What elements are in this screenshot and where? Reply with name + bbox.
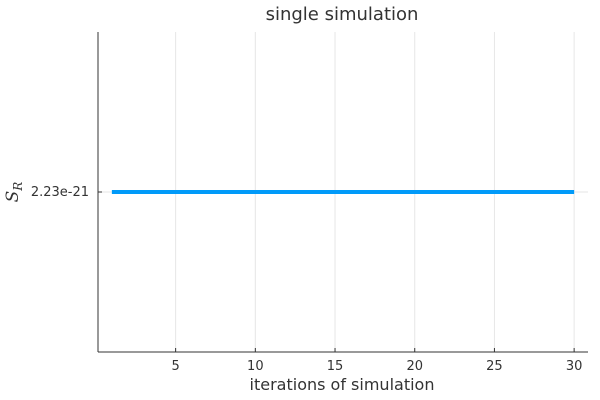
y-axis-label-main: S: [3, 191, 23, 203]
x-tick-label-15: 15: [327, 359, 344, 374]
chart-title: single simulation: [266, 4, 419, 25]
x-axis-label: iterations of simulation: [250, 375, 435, 394]
x-tick-label-30: 30: [566, 359, 583, 374]
y-axis-label: SR: [3, 182, 25, 203]
y-tick-label-0: 2.23e-21: [31, 185, 89, 200]
x-tick-label-10: 10: [247, 359, 264, 374]
x-tick-label-20: 20: [406, 359, 423, 374]
x-tick-label-25: 25: [486, 359, 503, 374]
axis-ticks: 5 10 15 20 25 30 2.23e-21: [31, 185, 583, 374]
x-tick-label-5: 5: [171, 359, 179, 374]
y-axis-label-subscript: R: [11, 182, 25, 192]
